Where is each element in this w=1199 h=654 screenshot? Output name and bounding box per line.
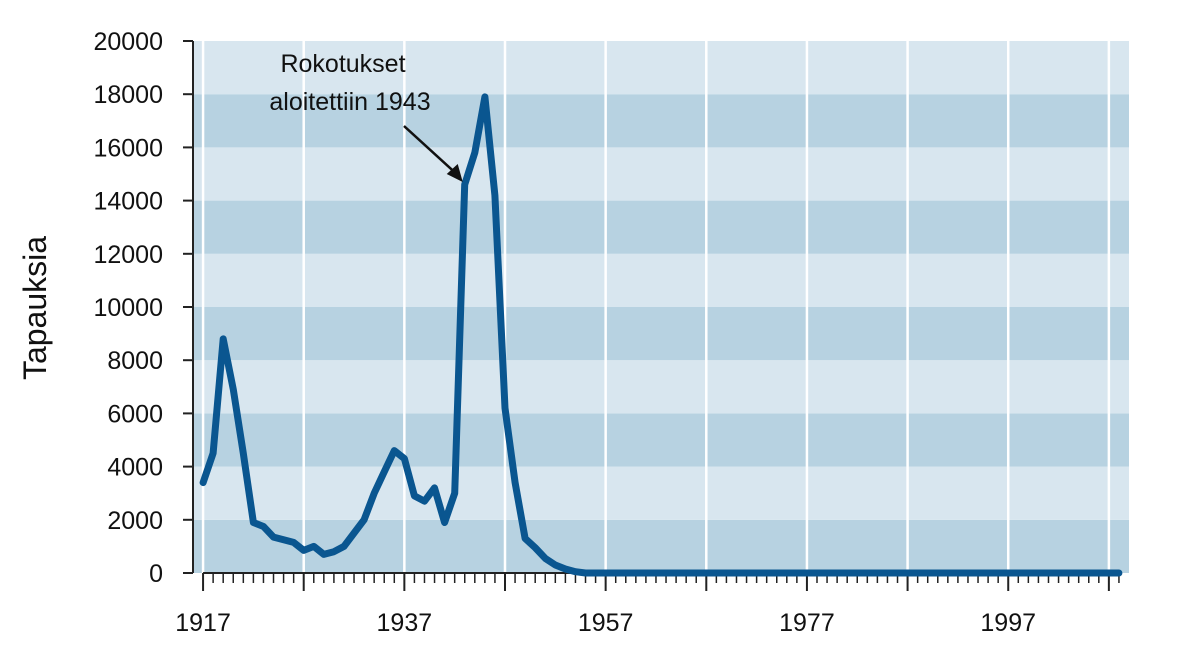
background-band (193, 94, 1129, 148)
background-bands (193, 41, 1129, 573)
x-tick-label: 1997 (980, 609, 1036, 637)
x-axis: 1917 1937 1957 1977 1997 (175, 572, 1120, 637)
background-band (193, 360, 1129, 414)
y-tick-label: 0 (149, 560, 163, 588)
x-tick-label: 1977 (779, 609, 835, 637)
x-tick-label: 1937 (377, 609, 433, 637)
annotation-line-1: Rokotukset (280, 50, 405, 78)
background-band (193, 41, 1129, 95)
y-tick-label: 12000 (93, 241, 163, 269)
annotation-arrow (403, 125, 460, 177)
series-line (199, 93, 1123, 577)
gridlines (201, 41, 1111, 573)
series-layer (199, 93, 1123, 577)
x-tick-label: 1917 (175, 609, 231, 637)
annotation-arrowhead (446, 163, 463, 182)
background-band (193, 307, 1129, 361)
background-band (193, 413, 1129, 467)
y-axis: 0 2000 4000 6000 8000 10000 12000 14000 16000 180… (93, 28, 194, 588)
y-axis-title: Tapauksia (17, 236, 53, 380)
y-tick-label: 6000 (107, 400, 163, 428)
background-band (193, 466, 1129, 520)
y-tick-label: 4000 (107, 454, 163, 482)
y-tick-label: 18000 (93, 81, 163, 109)
y-tick-label: 14000 (93, 188, 163, 216)
background-band (193, 519, 1129, 573)
background-band (193, 253, 1129, 307)
background-band (193, 147, 1129, 201)
annotation: Rokotukset aloitettiin 1943 (269, 50, 463, 182)
annotation-line-2: aloitettiin 1943 (269, 88, 430, 116)
y-tick-label: 2000 (107, 507, 163, 535)
y-tick-label: 10000 (93, 294, 163, 322)
y-tick-label: 16000 (93, 134, 163, 162)
y-tick-label: 8000 (107, 347, 163, 375)
background-band (193, 200, 1129, 254)
y-tick-label: 20000 (93, 28, 163, 56)
x-tick-label: 1957 (578, 609, 634, 637)
